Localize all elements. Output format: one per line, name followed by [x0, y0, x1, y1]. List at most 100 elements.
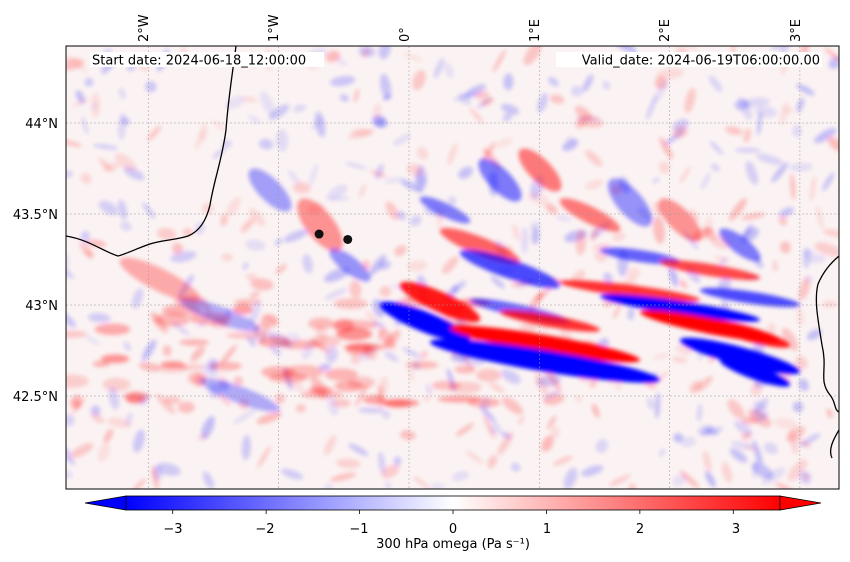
- field-cell: [816, 205, 824, 229]
- field-cell: [817, 253, 826, 264]
- field-cell: [679, 166, 692, 184]
- field-cell: [406, 260, 428, 272]
- field-cell: [806, 329, 822, 341]
- field-cell: [653, 79, 668, 103]
- field-cell: [702, 450, 712, 472]
- field-cell: [81, 115, 89, 135]
- field-cell: [671, 356, 688, 363]
- field-cell: [413, 476, 430, 489]
- field-cell: [241, 96, 258, 103]
- field-cell: [523, 46, 542, 66]
- field-cell: [142, 202, 156, 219]
- field-cell: [261, 366, 296, 378]
- field-cell: [581, 465, 604, 477]
- lat-label: 42.5°N: [13, 390, 58, 405]
- field-cell: [708, 356, 716, 363]
- field-cell: [455, 423, 475, 437]
- field-cell: [92, 144, 119, 150]
- field-streak: [658, 198, 702, 242]
- field-streak: [419, 196, 471, 224]
- field-cell: [792, 125, 802, 138]
- field-streak: [329, 248, 371, 282]
- field-cell: [308, 317, 335, 330]
- field-cell: [240, 217, 255, 233]
- field-streak: [449, 325, 641, 363]
- field-cell: [761, 467, 786, 485]
- field-cell: [361, 47, 371, 58]
- field-cell: [232, 408, 257, 425]
- field-cell: [397, 211, 406, 221]
- field-cell: [358, 183, 367, 198]
- field-cell: [480, 97, 495, 106]
- field-cell: [475, 91, 490, 100]
- field-cell: [537, 92, 549, 113]
- start-date-box: [90, 52, 324, 67]
- field-cell: [381, 464, 400, 479]
- field-cell: [274, 238, 283, 246]
- field-cell: [67, 456, 76, 465]
- field-cell: [734, 420, 753, 436]
- field-cell: [155, 393, 176, 414]
- field-cell: [745, 160, 759, 185]
- field-cell: [417, 147, 429, 160]
- field-cell: [502, 113, 513, 122]
- field-cell: [354, 382, 369, 407]
- field-cell: [814, 242, 839, 257]
- field-cell: [107, 417, 132, 428]
- field-cell: [363, 395, 387, 405]
- field-cell: [799, 433, 821, 447]
- field-streak: [459, 249, 561, 289]
- field-cell: [529, 221, 541, 230]
- field-cell: [179, 339, 210, 346]
- field-cell: [615, 46, 637, 53]
- field-cell: [66, 170, 74, 179]
- field-cell: [329, 196, 351, 202]
- field-cell: [120, 221, 132, 232]
- field-cell: [66, 55, 88, 73]
- field-cell: [373, 103, 382, 120]
- field-cell: [781, 327, 799, 352]
- field-cell: [500, 103, 520, 115]
- field-cell: [384, 351, 399, 363]
- field-cell: [651, 177, 661, 184]
- field-streak: [379, 301, 471, 343]
- field-cell: [429, 483, 446, 489]
- field-streak: [499, 310, 601, 332]
- station-markers: [314, 229, 353, 244]
- field-cell: [448, 196, 457, 205]
- field-cell: [412, 70, 426, 91]
- field-cell: [329, 75, 356, 87]
- field-cell: [822, 172, 835, 192]
- field-cell: [763, 442, 778, 455]
- field-cell: [209, 361, 242, 371]
- field-cell: [672, 474, 687, 487]
- field-cell: [256, 412, 282, 425]
- field-cell: [351, 128, 372, 136]
- field-cell: [790, 173, 796, 201]
- field-cell: [602, 80, 611, 90]
- field-cell: [757, 111, 762, 136]
- field-cell: [333, 320, 378, 331]
- field-cell: [479, 404, 496, 424]
- field-cell: [311, 117, 324, 130]
- field-cell: [380, 73, 392, 100]
- field-cell: [673, 433, 684, 443]
- field-cell: [80, 172, 92, 184]
- field-cell: [562, 139, 579, 152]
- field-cell: [517, 416, 525, 425]
- lon-label: 0°: [398, 27, 413, 42]
- field-cell: [556, 215, 572, 222]
- field-cell: [66, 374, 89, 389]
- field-cell: [770, 46, 786, 50]
- lat-label: 44°N: [25, 117, 58, 132]
- field-cell: [323, 482, 333, 489]
- field-streak: [599, 294, 761, 322]
- field-streak: [518, 148, 562, 192]
- field-cell: [248, 115, 262, 124]
- field-cell: [796, 307, 805, 327]
- field-cell: [810, 175, 816, 202]
- field-cell: [675, 344, 693, 356]
- field-streak: [248, 168, 292, 212]
- field-cell: [775, 482, 796, 489]
- field-cell: [552, 455, 573, 466]
